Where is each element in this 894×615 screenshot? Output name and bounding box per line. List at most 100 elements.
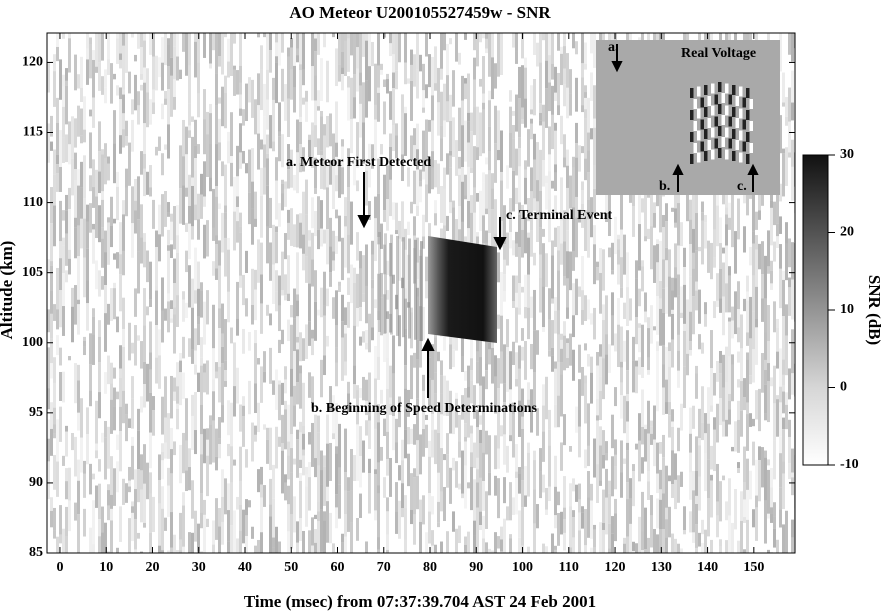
inset-title: Real Voltage [681,46,756,61]
noise-cell [470,452,473,467]
noise-cell [98,484,101,519]
noise-cell [275,270,278,291]
noise-cell [458,484,461,490]
noise-cell [677,296,680,335]
noise-cell [608,493,611,524]
inset-check [701,142,705,152]
noise-cell [170,300,173,309]
noise-cell [458,441,461,457]
noise-cell [773,516,776,529]
noise-cell [140,204,143,237]
noise-cell [455,529,458,568]
noise-cell [188,175,191,206]
noise-cell [128,487,131,493]
noise-cell [188,104,191,126]
noise-cell [347,88,350,121]
noise-cell [410,65,413,81]
noise-cell [659,489,662,499]
noise-cell [194,33,197,42]
noise-cell [218,240,221,265]
noise-cell [161,104,164,120]
noise-cell [161,194,164,236]
noise-cell [230,483,233,526]
noise-cell [443,168,446,189]
noise-cell [176,253,179,295]
inset-check [690,154,694,164]
noise-cell [245,499,248,515]
noise-cell [659,309,662,346]
noise-cell [338,424,341,468]
noise-cell [227,39,230,62]
noise-cell [704,222,707,248]
noise-cell [599,522,602,555]
noise-cell [575,218,578,258]
noise-cell [644,425,647,429]
noise-cell [236,207,239,221]
noise-cell [563,33,566,46]
noise-cell [560,362,563,374]
noise-cell [488,151,491,170]
noise-cell [683,530,686,534]
noise-cell [296,49,299,56]
noise-cell [542,384,545,405]
noise-cell [263,351,266,372]
noise-cell [524,341,527,380]
noise-cell [770,201,773,208]
noise-cell [245,163,248,173]
noise-cell [776,190,779,223]
noise-cell [566,307,569,319]
noise-cell [626,537,629,572]
noise-cell [131,99,134,114]
noise-cell [143,484,146,523]
noise-cell [230,328,233,344]
noise-cell [413,54,416,86]
noise-cell [287,455,290,479]
noise-cell [407,222,410,235]
noise-cell [752,419,755,426]
noise-cell [218,56,221,66]
noise-cell [449,151,452,156]
noise-cell [482,481,485,511]
noise-cell [653,202,656,213]
annotation: b. Beginning of Speed Determinations [311,401,538,416]
noise-cell [149,494,152,533]
noise-cell [221,334,224,347]
noise-cell [467,122,470,143]
noise-cell [446,433,449,454]
noise-cell [89,203,92,233]
noise-cell [662,387,665,414]
noise-cell [287,98,290,136]
noise-cell [77,169,80,185]
noise-cell [542,327,545,332]
noise-cell [440,448,443,491]
noise-cell [77,256,80,300]
noise-cell [179,372,182,405]
noise-cell [584,376,587,384]
noise-cell [596,267,599,280]
noise-cell [638,328,641,352]
noise-cell [491,173,494,188]
noise-cell [335,236,338,254]
noise-cell [527,233,530,238]
noise-cell [497,33,500,77]
noise-cell [791,538,794,581]
noise-cell [659,191,662,232]
noise-cell [479,430,482,443]
noise-cell [455,461,458,488]
noise-cell [356,33,359,47]
noise-cell [749,413,752,427]
noise-cell [734,231,737,274]
noise-cell [284,380,287,394]
noise-cell [275,232,278,263]
noise-cell [188,467,191,490]
noise-cell [605,441,608,454]
noise-cell [74,437,77,477]
noise-cell [206,519,209,527]
noise-cell [365,343,368,350]
noise-cell [359,494,362,518]
noise-cell [686,354,689,375]
noise-cell [260,274,263,303]
noise-cell [131,506,134,513]
noise-cell [329,443,332,481]
